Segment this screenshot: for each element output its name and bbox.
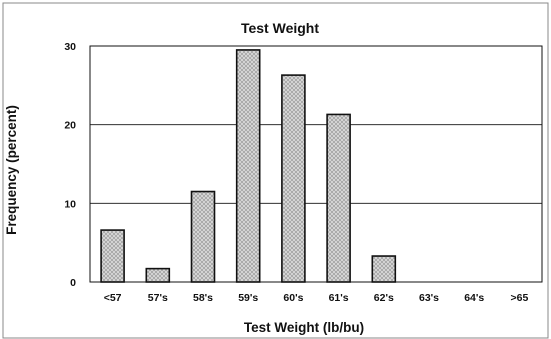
plot-area <box>89 45 543 283</box>
bars <box>100 49 397 283</box>
y-tick-label: 30 <box>64 41 76 53</box>
y-tick-label: 10 <box>64 198 76 210</box>
x-tick-label: 63's <box>419 292 439 304</box>
y-tick-label: 20 <box>64 120 76 132</box>
y-axis-label: Frequency (percent) <box>4 105 19 235</box>
x-tick-label: 61's <box>329 292 349 304</box>
x-tick-label: >65 <box>510 292 528 304</box>
bar <box>281 74 306 283</box>
x-tick-label: 59's <box>238 292 258 304</box>
x-tick-label: 60's <box>283 292 303 304</box>
bar <box>326 113 351 283</box>
bar <box>371 255 397 283</box>
bar <box>235 49 261 283</box>
gridlines <box>90 124 542 204</box>
bar <box>145 267 171 283</box>
x-tick-label: 62's <box>374 292 394 304</box>
x-tick-label: <57 <box>104 292 122 304</box>
bar <box>100 229 125 283</box>
y-tick-labels: 0 10 20 30 <box>64 41 76 289</box>
x-tick-labels: <57 57's 58's 59's 60's 61's 62's 63's 64's >65 <box>104 292 529 304</box>
bar <box>190 190 216 283</box>
x-tick-label: 57's <box>148 292 168 304</box>
x-axis-label: Test Weight (lb/bu) <box>244 320 364 335</box>
chart-title: Test Weight <box>241 20 319 36</box>
x-tick-label: 64's <box>464 292 484 304</box>
y-tick-label: 0 <box>70 277 76 289</box>
x-tick-label: 58's <box>193 292 213 304</box>
